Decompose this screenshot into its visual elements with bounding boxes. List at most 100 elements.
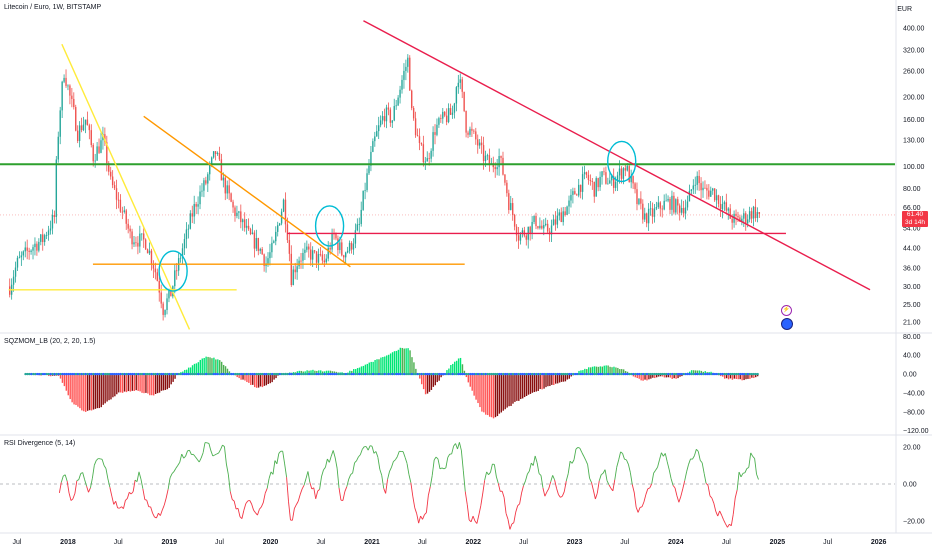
- candle-body[interactable]: [579, 184, 582, 192]
- candle-body[interactable]: [535, 215, 537, 227]
- candle-body[interactable]: [663, 200, 665, 210]
- candle-body[interactable]: [271, 242, 273, 253]
- candle-body[interactable]: [203, 180, 205, 191]
- candle-body[interactable]: [292, 269, 294, 286]
- candle-body[interactable]: [657, 202, 660, 208]
- candle-body[interactable]: [84, 119, 87, 125]
- candle-body[interactable]: [478, 142, 481, 146]
- candle-body[interactable]: [659, 202, 661, 209]
- candle-body[interactable]: [218, 152, 221, 160]
- candle-body[interactable]: [725, 202, 728, 211]
- candle-body[interactable]: [199, 191, 201, 205]
- candle-body[interactable]: [88, 125, 91, 131]
- candle-body[interactable]: [494, 167, 496, 170]
- candle-body[interactable]: [214, 151, 217, 154]
- price-axis[interactable]: 21.00 25.00 30.00 36.00 44.00 54.00 66.00 80.00…: [903, 25, 929, 525]
- candle-body[interactable]: [257, 238, 259, 251]
- trend-line[interactable]: [363, 20, 871, 291]
- candle-body[interactable]: [444, 111, 446, 116]
- candle-body[interactable]: [741, 218, 743, 222]
- candle-body[interactable]: [306, 246, 308, 250]
- candle-body[interactable]: [296, 266, 298, 273]
- candle-body[interactable]: [201, 190, 203, 192]
- candle-body[interactable]: [581, 174, 584, 192]
- candle-body[interactable]: [38, 241, 40, 251]
- candle-body[interactable]: [653, 208, 656, 217]
- candle-body[interactable]: [447, 108, 450, 123]
- candle-body[interactable]: [144, 239, 147, 250]
- candle-body[interactable]: [22, 251, 25, 256]
- candle-body[interactable]: [310, 249, 312, 260]
- candle-body[interactable]: [453, 103, 456, 113]
- candle-body[interactable]: [449, 108, 452, 115]
- candle-body[interactable]: [426, 158, 428, 162]
- candle-body[interactable]: [42, 234, 44, 243]
- candle-body[interactable]: [721, 204, 724, 210]
- candle-body[interactable]: [385, 107, 388, 122]
- candle-body[interactable]: [430, 150, 432, 159]
- candle-body[interactable]: [133, 242, 135, 245]
- candle-body[interactable]: [348, 242, 351, 251]
- candle-body[interactable]: [745, 213, 747, 224]
- candle-body[interactable]: [205, 180, 207, 184]
- candle-body[interactable]: [455, 87, 458, 104]
- candle-body[interactable]: [183, 239, 186, 249]
- candle-body[interactable]: [115, 188, 118, 200]
- candle-body[interactable]: [137, 242, 139, 247]
- candle-body[interactable]: [521, 230, 524, 234]
- candle-body[interactable]: [243, 219, 246, 228]
- candle-body[interactable]: [451, 112, 454, 115]
- candle-body[interactable]: [585, 172, 588, 175]
- candle-body[interactable]: [737, 215, 739, 218]
- candle-body[interactable]: [350, 242, 353, 250]
- candle-body[interactable]: [496, 167, 498, 170]
- candle-body[interactable]: [587, 174, 590, 181]
- candle-body[interactable]: [261, 248, 263, 255]
- candle-body[interactable]: [595, 178, 597, 197]
- candle-body[interactable]: [232, 201, 234, 208]
- candle-body[interactable]: [282, 199, 285, 212]
- candle-body[interactable]: [665, 200, 667, 202]
- candle-body[interactable]: [550, 225, 553, 235]
- candle-body[interactable]: [704, 187, 706, 189]
- candle-body[interactable]: [220, 159, 223, 181]
- candle-body[interactable]: [418, 136, 421, 144]
- candle-body[interactable]: [290, 253, 293, 286]
- candle-body[interactable]: [92, 144, 94, 162]
- candle-body[interactable]: [71, 95, 73, 99]
- candle-body[interactable]: [411, 90, 413, 109]
- candle-body[interactable]: [484, 155, 487, 162]
- candle-body[interactable]: [67, 85, 69, 87]
- candle-body[interactable]: [96, 146, 98, 161]
- candle-body[interactable]: [560, 212, 562, 223]
- candle-body[interactable]: [30, 250, 32, 252]
- candle-body[interactable]: [692, 185, 695, 190]
- candle-body[interactable]: [55, 159, 58, 217]
- trend-line[interactable]: [143, 115, 351, 268]
- candle-body[interactable]: [383, 116, 386, 122]
- candle-body[interactable]: [362, 190, 364, 210]
- candle-body[interactable]: [356, 224, 359, 231]
- candle-body[interactable]: [739, 217, 741, 222]
- candle-body[interactable]: [752, 206, 755, 219]
- candle-body[interactable]: [251, 232, 254, 235]
- candle-body[interactable]: [18, 257, 21, 259]
- candle-body[interactable]: [696, 175, 698, 185]
- candle-body[interactable]: [111, 176, 114, 186]
- candle-body[interactable]: [746, 219, 749, 224]
- candle-body[interactable]: [228, 185, 230, 194]
- candle-body[interactable]: [541, 225, 543, 229]
- candle-body[interactable]: [558, 212, 561, 216]
- candle-body[interactable]: [680, 207, 683, 213]
- candle-body[interactable]: [76, 130, 79, 141]
- candle-body[interactable]: [486, 155, 489, 157]
- candle-body[interactable]: [379, 120, 382, 126]
- candle-body[interactable]: [469, 128, 471, 135]
- candle-body[interactable]: [75, 107, 77, 131]
- candle-body[interactable]: [377, 125, 380, 132]
- candle-body[interactable]: [395, 105, 397, 107]
- candle-body[interactable]: [234, 207, 236, 217]
- candle-body[interactable]: [539, 225, 541, 229]
- candle-body[interactable]: [405, 66, 407, 71]
- candle-body[interactable]: [445, 115, 448, 123]
